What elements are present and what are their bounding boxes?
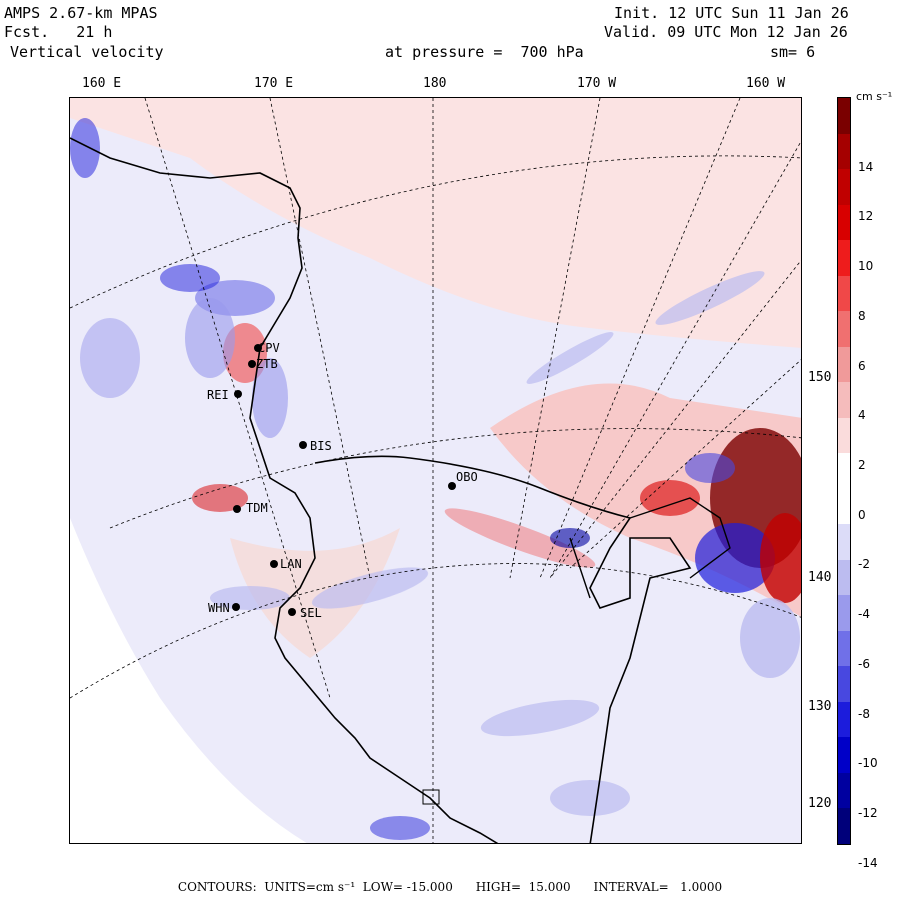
- station-marker-bis: [299, 441, 307, 449]
- colorbar: [837, 97, 851, 845]
- colorbar-segment: [838, 98, 850, 135]
- glacier-line: [569, 497, 731, 599]
- colorbar-segment: [838, 346, 850, 383]
- off-domain-region: [70, 518, 307, 843]
- colorbar-segment: [838, 488, 850, 525]
- field-name: Vertical velocity: [10, 43, 164, 61]
- lon-label-160w: 160 W: [746, 76, 786, 91]
- colorbar-tick-label: -10: [858, 756, 878, 771]
- map-panel: CPV ZTB REI BIS TDM LAN WHN SEL OBO: [69, 97, 802, 844]
- colorbar-tick-label: 2: [858, 458, 866, 472]
- colorbar-segment: [838, 382, 850, 419]
- colorbar-segment: [838, 595, 850, 632]
- colorbar-tick-label: -8: [858, 706, 870, 721]
- colorbar-segment: [838, 559, 850, 596]
- colorbar-segment: [838, 808, 850, 845]
- colorbar-segment: [838, 311, 850, 348]
- colorbar-segment: [838, 524, 850, 561]
- forecast-hour: Fcst. 21 h: [4, 23, 113, 41]
- colorbar-segment: [838, 453, 850, 490]
- colorbar-segment: [838, 417, 850, 454]
- graticule: [70, 98, 801, 843]
- station-label-cpv: CPV: [258, 341, 280, 355]
- smoothing: sm= 6: [770, 43, 816, 61]
- colorbar-tick-label: 10: [858, 259, 874, 274]
- colorbar-tick-label: 12: [858, 209, 874, 224]
- upward-motion-region: [70, 98, 801, 348]
- colorbar-tick-label: -12: [858, 806, 878, 821]
- station-label-obo: OBO: [456, 470, 478, 484]
- colorbar-tick-label: -4: [858, 607, 870, 622]
- lon-label-180: 180: [423, 76, 447, 91]
- inset-box: [422, 789, 440, 805]
- station-marker-sel: [288, 608, 296, 616]
- colorbar-tick-label: 6: [858, 358, 866, 373]
- colorbar-tick-label: 0: [858, 507, 866, 522]
- station-marker-cpv: [254, 344, 262, 352]
- colorbar-tick-label: 4: [858, 408, 866, 423]
- colorbar-segment: [838, 701, 850, 738]
- colorbar-segment: [838, 275, 850, 312]
- station-marker-lan: [270, 560, 278, 568]
- station-label-rei: REI: [207, 388, 229, 402]
- colorbar-segment: [838, 204, 850, 241]
- colorbar-tick-label: 8: [858, 308, 866, 323]
- station-marker-obo: [448, 482, 456, 490]
- downward-motion-bands: [210, 271, 765, 816]
- ice-shelf-edge: [314, 455, 692, 843]
- colorbar-segment: [838, 666, 850, 703]
- station-label-lan: LAN: [280, 557, 302, 571]
- station-marker-tdm: [233, 505, 241, 513]
- colorbar-segment: [838, 133, 850, 170]
- station-label-ztb: ZTB: [256, 357, 278, 371]
- convective-cluster-east: [640, 428, 801, 678]
- colorbar-segment: [838, 737, 850, 774]
- station-label-tdm: TDM: [246, 501, 268, 515]
- colorbar-tick-label: -2: [858, 557, 870, 572]
- colorbar-tick-label: -14: [858, 855, 878, 870]
- colorbar-segment: [838, 169, 850, 206]
- contour-info: CONTOURS: UNITS=cm s⁻¹ LOW= -15.000 HIGH…: [177, 880, 723, 894]
- coastline: [70, 137, 499, 843]
- lon-label-170e: 170 E: [254, 76, 294, 91]
- station-label-whn: WHN: [208, 601, 230, 615]
- station-marker-whn: [232, 603, 240, 611]
- station-label-sel: SEL: [300, 606, 322, 620]
- colorbar-tick-label: -6: [858, 656, 870, 671]
- station-marker-rei: [234, 390, 242, 398]
- colorbar-units: cm s⁻¹: [856, 90, 893, 103]
- map-canvas: [70, 98, 801, 843]
- pressure-level: at pressure = 700 hPa: [385, 43, 584, 61]
- colorbar-tick-label: 14: [858, 159, 874, 174]
- colorbar-segment: [838, 240, 850, 277]
- valid-time: Valid. 09 UTC Mon 12 Jan 26: [604, 23, 848, 41]
- station-marker-ztb: [248, 360, 256, 368]
- init-time: Init. 12 UTC Sun 11 Jan 26: [614, 4, 849, 22]
- lon-label-170w: 170 W: [577, 76, 617, 91]
- lon-label-160e: 160 E: [82, 76, 122, 91]
- colorbar-segment: [838, 630, 850, 667]
- colorbar-segment: [838, 772, 850, 809]
- model-title: AMPS 2.67-km MPAS: [4, 4, 158, 22]
- station-label-bis: BIS: [310, 439, 332, 453]
- mountain-wave-features: [70, 118, 596, 840]
